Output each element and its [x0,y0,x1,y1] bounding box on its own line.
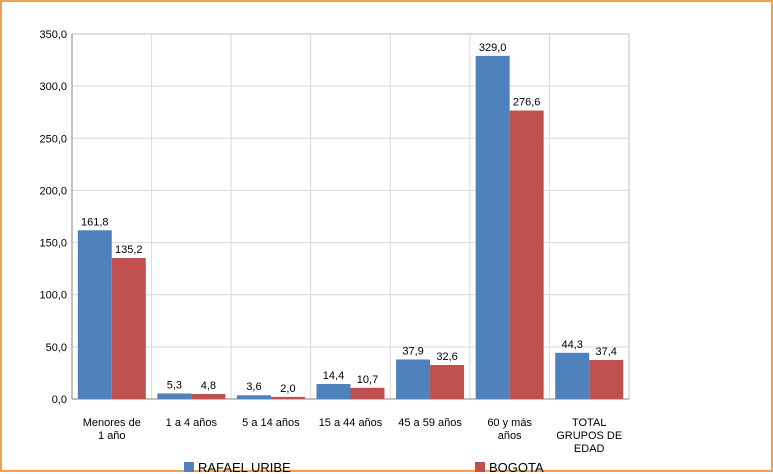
category-label: 60 y más años [487,417,532,442]
category-label: 5 a 14 años [242,417,300,429]
y-tick-label: 150,0 [39,238,67,250]
axes [71,33,630,400]
category-labels: Menores de 1 año 1 a 4 años 5 a 14 años 15 a… [83,417,622,455]
category-label: Menores de 1 año [83,417,141,442]
data-label: 135,2 [115,244,143,256]
data-labels: 161,8 5,3 3,6 14,4 37,9 329,0 44,3 135,2 4,8 2,0 1… [81,42,617,395]
bar-rafael-uribe [475,55,510,400]
data-label: 4,8 [201,380,216,392]
plot-area-border [71,33,630,400]
category-label: 15 a 44 años [319,417,383,429]
bar-bogota [430,365,465,399]
category-label: 45 a 59 años [398,417,462,429]
data-label: 37,4 [596,346,617,358]
data-label: 5,3 [167,379,182,391]
data-label: 329,0 [479,42,507,54]
gridlines [72,33,629,400]
legend-label: BOGOTA [489,460,544,474]
bars [77,55,624,400]
y-tick-label: 50,0 [46,342,67,354]
legend: RAFAEL URIBE BOGOTA [184,460,544,474]
y-tick-label: 200,0 [39,185,67,197]
y-tick-label: 100,0 [39,290,67,302]
data-label: 2,0 [280,383,295,395]
legend-swatch [184,462,194,472]
bar-rafael-uribe [555,352,590,399]
y-tick-label: 0,0 [52,394,67,406]
data-label: 44,3 [562,339,583,351]
data-label: 161,8 [81,216,109,228]
y-tick-label: 350,0 [39,29,67,41]
bar-bogota [509,110,544,399]
data-label: 276,6 [513,97,541,109]
bar-bogota [111,258,146,399]
data-label: 37,9 [402,345,423,357]
category-label: TOTAL GRUPOS DE EDAD [556,417,622,455]
y-tick-label: 300,0 [39,81,67,93]
bar-rafael-uribe [157,393,192,399]
legend-swatch [475,462,485,472]
data-label: 14,4 [323,370,344,382]
category-label: 1 a 4 años [166,417,218,429]
bar-bogota [191,393,226,399]
legend-label: RAFAEL URIBE [198,460,291,474]
bar-rafael-uribe [316,383,351,399]
y-tick-labels: 0,0 50,0 100,0 150,0 200,0 250,0 300,0 350,0 [39,29,67,406]
bar-bogota [350,387,385,399]
bar-rafael-uribe [77,230,112,399]
data-label: 32,6 [436,351,457,363]
y-tick-label: 250,0 [39,133,67,145]
data-label: 3,6 [246,381,261,393]
bar-rafael-uribe [396,359,431,399]
bar-rafael-uribe [236,395,271,399]
bar-bogota [589,359,624,399]
bar-bogota [270,396,305,399]
data-label: 10,7 [357,374,378,386]
